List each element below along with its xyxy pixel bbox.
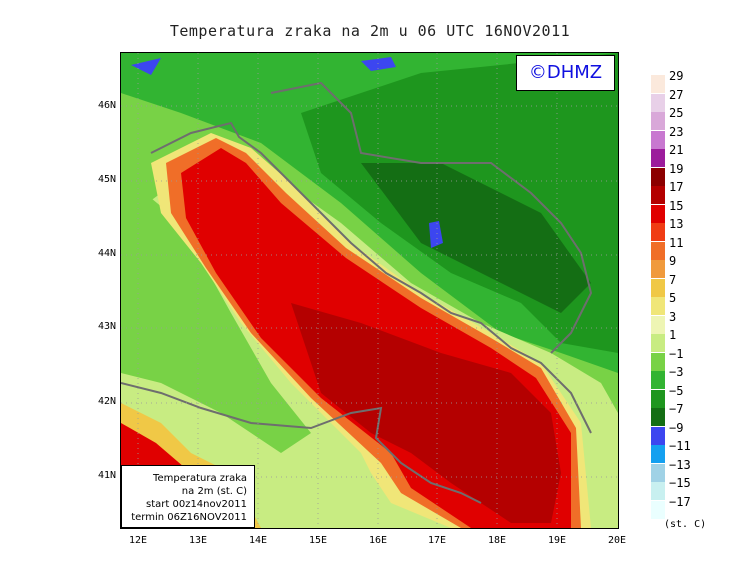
legend-swatch <box>651 500 665 519</box>
lon-label-19e: 19E <box>547 535 567 546</box>
legend-label: 3 <box>669 309 677 324</box>
legend-swatch <box>651 278 665 297</box>
legend-swatch <box>651 75 665 93</box>
legend-label: 25 <box>669 106 684 120</box>
legend-label: −13 <box>669 457 691 472</box>
legend-label: 11 <box>669 235 684 250</box>
lat-label-46n: 46N <box>97 100 116 111</box>
legend-label: −15 <box>669 476 691 490</box>
legend-label: −1 <box>669 346 684 361</box>
legend-label: 13 <box>669 217 684 231</box>
lat-label-41n: 41N <box>97 470 116 481</box>
legend-swatch <box>651 408 665 426</box>
legend-label: −7 <box>669 402 684 416</box>
legend-label: −3 <box>669 365 684 379</box>
legend-label: −11 <box>669 439 691 453</box>
info-line-1: Temperatura zraka <box>153 473 247 484</box>
legend-label: 1 <box>669 328 677 342</box>
legend-swatch <box>651 223 665 241</box>
legend-label: 27 <box>669 87 684 102</box>
legend-swatch <box>651 315 665 334</box>
legend-swatch <box>651 130 665 149</box>
info-line-3: start 00z14nov2011 <box>146 499 247 510</box>
lat-label-44n: 44N <box>97 248 116 259</box>
legend-swatch <box>651 371 665 389</box>
legend-swatch <box>651 426 665 445</box>
map-title: Temperatura zraka na 2m u 06 UTC 16NOV20… <box>169 22 571 40</box>
legend-swatch <box>651 93 665 112</box>
lon-label-15e: 15E <box>308 535 328 546</box>
dhmz-logo: ©DHMZ <box>516 55 615 91</box>
lon-label-13e: 13E <box>188 535 208 546</box>
lat-label-43n: 43N <box>97 321 116 332</box>
legend-swatch <box>651 241 665 260</box>
lon-label-18e: 18E <box>487 535 507 546</box>
legend-label: 23 <box>669 124 684 139</box>
legend-swatch <box>651 463 665 482</box>
temperature-map <box>120 52 619 529</box>
legend-units: (st. C) <box>664 519 707 530</box>
legend-swatch <box>651 149 665 167</box>
info-box: Temperatura zraka na 2m (st. C) start 00… <box>121 465 255 528</box>
lon-label-14e: 14E <box>248 535 268 546</box>
info-line-4: termin 06Z16NOV2011 <box>131 512 247 523</box>
legend-label: 5 <box>669 291 677 305</box>
legend-label: 21 <box>669 143 684 157</box>
legend-label: 29 <box>669 69 684 83</box>
legend-swatch <box>651 482 665 500</box>
lon-label-16e: 16E <box>368 535 388 546</box>
legend-swatch <box>651 352 665 371</box>
legend-swatch <box>651 389 665 408</box>
legend-label: 7 <box>669 272 677 287</box>
legend-swatch <box>651 112 665 130</box>
legend-label: 19 <box>669 161 684 176</box>
legend-swatch <box>651 334 665 352</box>
lon-label-20e: 20E <box>607 535 627 546</box>
temperature-field <box>121 53 618 528</box>
lat-label-45n: 45N <box>97 174 116 185</box>
legend-label: 17 <box>669 180 684 194</box>
legend-swatch <box>651 204 665 223</box>
legend-label: −5 <box>669 383 684 398</box>
info-line-2: na 2m (st. C) <box>181 486 247 497</box>
legend-label: 9 <box>669 254 677 268</box>
legend-swatch <box>651 260 665 278</box>
legend-swatch <box>651 186 665 204</box>
lat-label-42n: 42N <box>97 396 116 407</box>
legend-label: −17 <box>669 494 691 509</box>
legend-swatch <box>651 167 665 186</box>
legend-label: −9 <box>669 420 684 435</box>
legend-swatch <box>651 297 665 315</box>
lon-label-17e: 17E <box>427 535 447 546</box>
legend-label: 15 <box>669 198 684 213</box>
legend-swatch <box>651 445 665 463</box>
lon-label-12e: 12E <box>128 535 148 546</box>
